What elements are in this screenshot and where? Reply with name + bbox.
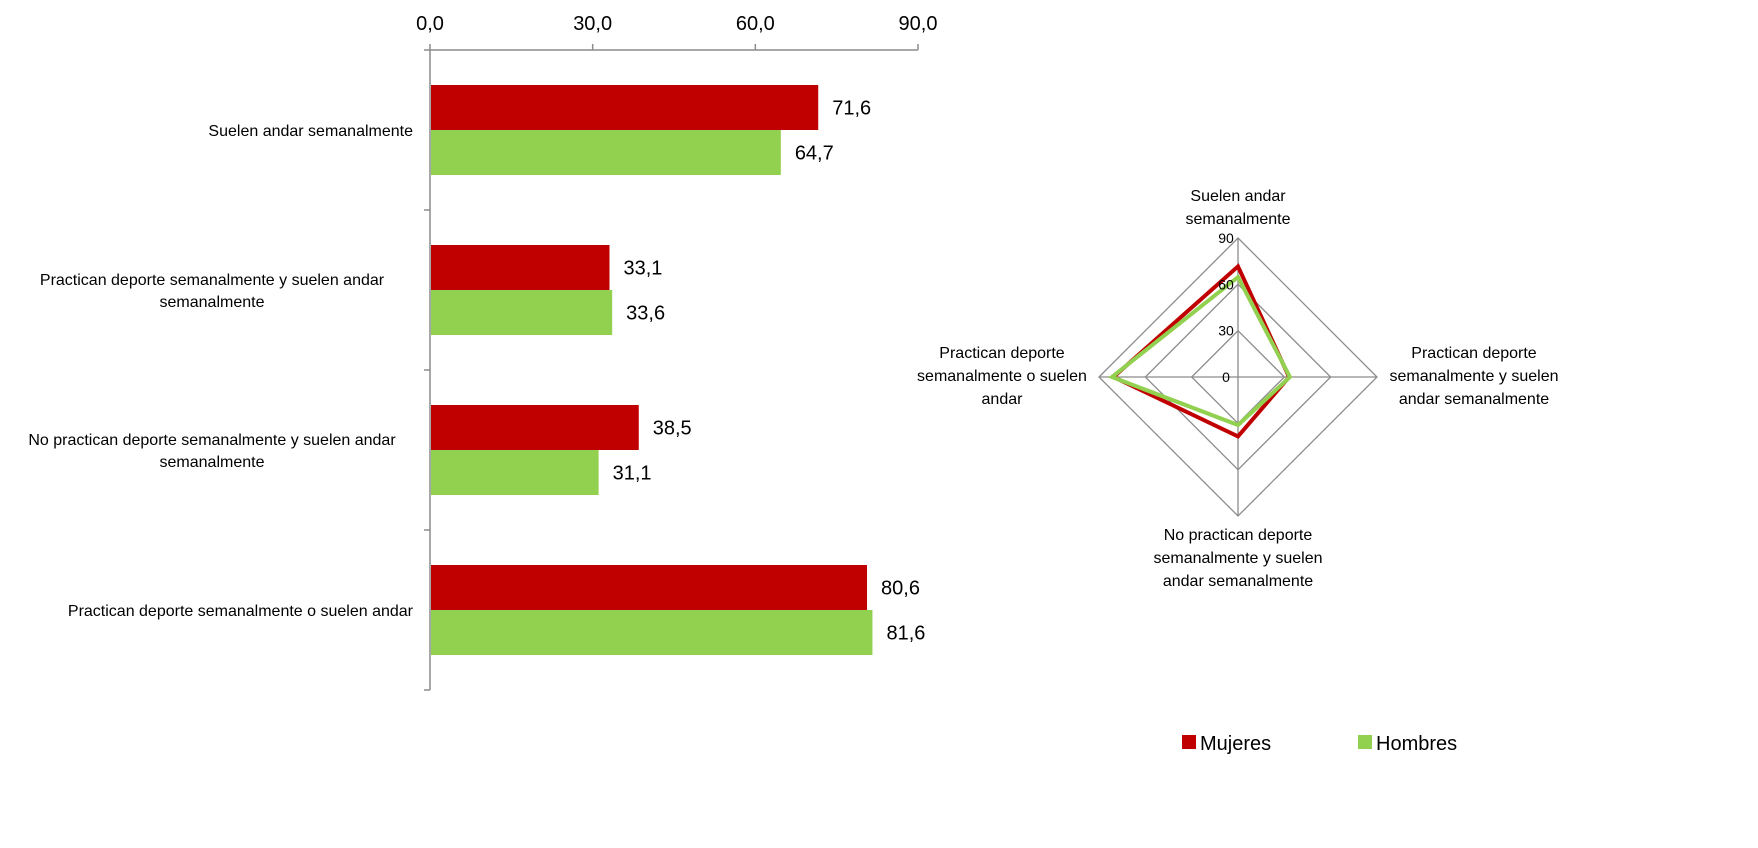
radar-axis-label: semanalmente	[1186, 211, 1291, 228]
legend-swatch-hombres	[1358, 735, 1372, 749]
x-tick-label: 0,0	[416, 13, 444, 35]
radar-ring-label: 30	[1218, 323, 1234, 339]
radar-axis-label: semanalmente y suelen	[1390, 368, 1559, 385]
x-tick-label: 30,0	[573, 13, 612, 35]
data-label: 81,6	[886, 623, 925, 645]
radar-axis-label: Suelen andar	[1190, 188, 1286, 205]
radar-ring-label: 60	[1218, 276, 1234, 292]
category-label: semanalmente	[160, 294, 265, 311]
radar-ring-label: 0	[1222, 369, 1230, 385]
radar-axis-label: No practican deporte	[1164, 527, 1313, 544]
data-label: 38,5	[653, 418, 692, 440]
bar-mujeres	[431, 245, 610, 290]
bar-hombres	[431, 450, 599, 495]
radar-axis-label: andar	[982, 391, 1024, 408]
bar-hombres	[431, 610, 873, 655]
data-label: 31,1	[613, 463, 652, 485]
category-label: Practican deporte semanalmente y suelen …	[40, 272, 385, 289]
data-label: 33,1	[623, 258, 662, 280]
legend-label: Mujeres	[1200, 733, 1271, 755]
legend-label: Hombres	[1376, 733, 1457, 755]
radar-axis-label: Practican deporte	[1411, 345, 1537, 362]
radar-series-hombres	[1107, 274, 1293, 428]
radar-axis-label: andar semanalmente	[1163, 573, 1313, 590]
category-label: Suelen andar semanalmente	[208, 123, 413, 140]
radar-axis-label: semanalmente o suelen	[917, 368, 1087, 385]
data-label: 33,6	[626, 303, 665, 325]
radar-axis-label: Practican deporte	[939, 345, 1065, 362]
category-label: semanalmente	[160, 454, 265, 471]
category-label: No practican deporte semanalmente y suel…	[28, 432, 396, 449]
data-label: 64,7	[795, 143, 834, 165]
data-label: 71,6	[832, 98, 871, 120]
bar-mujeres	[431, 565, 868, 610]
bar-hombres	[431, 130, 781, 175]
bar-hombres	[431, 290, 613, 335]
bar-mujeres	[431, 85, 819, 130]
radar-axis-label: andar semanalmente	[1399, 391, 1549, 408]
x-tick-label: 60,0	[736, 13, 775, 35]
radar-axis-label: semanalmente y suelen	[1154, 550, 1323, 567]
legend-swatch-mujeres	[1182, 735, 1196, 749]
x-tick-label: 90,0	[899, 13, 938, 35]
data-label: 80,6	[881, 578, 920, 600]
bar-mujeres	[431, 405, 639, 450]
radar-ring-label: 90	[1218, 230, 1234, 246]
category-label: Practican deporte semanalmente o suelen …	[68, 603, 414, 620]
